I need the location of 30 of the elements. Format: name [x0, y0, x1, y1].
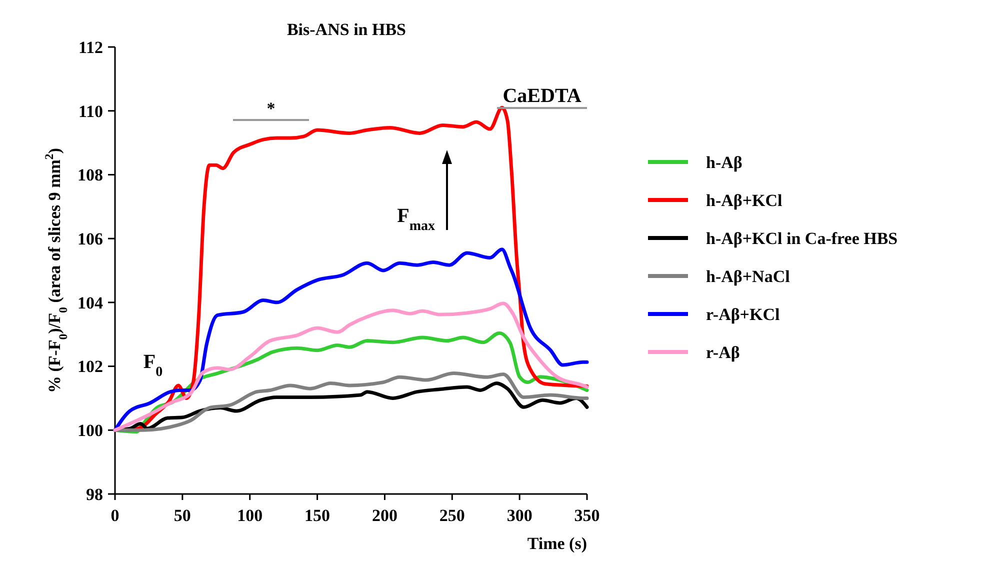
annotation: F$_{0}$ — [143, 351, 163, 380]
x-tick-label: 50 — [174, 506, 191, 525]
line-series — [113, 248, 589, 432]
y-tick-label: 98 — [86, 484, 103, 504]
x-tick-label: 300 — [506, 506, 532, 525]
x-tick-label: 0 — [110, 506, 120, 525]
legend-label: h-Aβ+NaCl — [706, 266, 790, 286]
chart-title: Bis-ANS in HBS — [286, 20, 406, 39]
line-series — [113, 302, 589, 432]
y-tick-label: 102 — [78, 357, 103, 376]
y-tick-label: 104 — [78, 293, 104, 312]
legend-label: r-Aβ+KCl — [706, 304, 780, 324]
legend-label: r-Aβ — [706, 342, 740, 362]
y-tick-label: 106 — [78, 230, 103, 249]
y-tick-label: 100 — [78, 421, 103, 440]
y-tick-label: 112 — [78, 38, 103, 57]
y-tick-label: 110 — [78, 102, 103, 121]
legend-label: h-Aβ+KCl — [706, 190, 783, 210]
legend-label: h-Aβ — [706, 152, 742, 172]
x-tick-label: 150 — [304, 506, 330, 525]
x-tick-label: 250 — [439, 506, 465, 525]
y-tick-label: 108 — [78, 166, 103, 185]
annotation: F$_{max}$ — [397, 205, 435, 234]
x-tick-label: 100 — [237, 506, 263, 525]
x-axis-title: Time (s) — [527, 534, 587, 553]
annotation: * — [266, 99, 276, 118]
x-tick-label: 350 — [574, 506, 600, 525]
legend-label: h-Aβ+KCl in Ca-free HBS — [706, 228, 898, 248]
annotation: CaEDTA — [502, 85, 582, 107]
x-tick-label: 200 — [372, 506, 398, 525]
